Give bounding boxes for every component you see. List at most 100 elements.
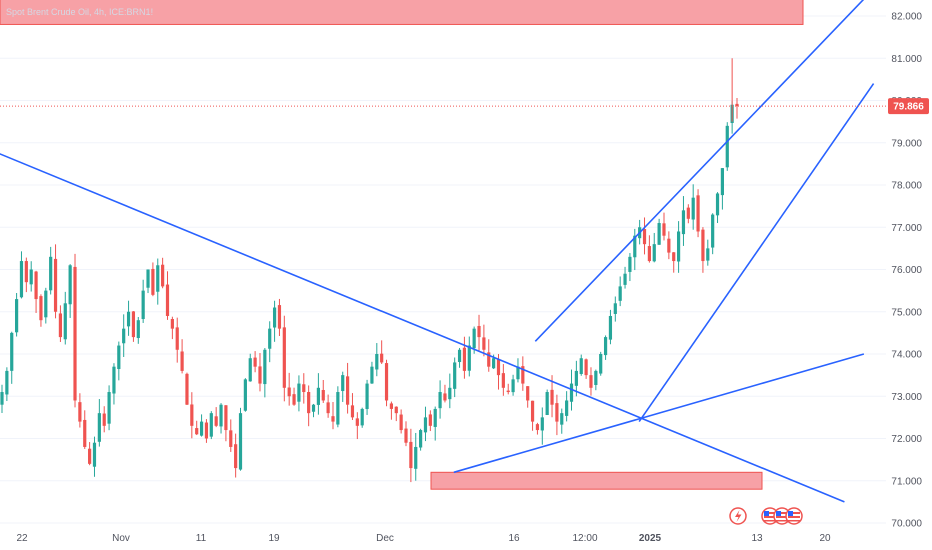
ascending-support-line[interactable] [453, 353, 865, 474]
candle-body [501, 373, 505, 388]
candle [423, 406, 428, 442]
candle [355, 412, 359, 440]
candle-body [652, 244, 656, 262]
candle-body [24, 261, 28, 283]
candle [662, 212, 666, 241]
candle-body [5, 370, 9, 395]
candle [68, 264, 72, 318]
candle [19, 251, 24, 299]
candle-body [88, 448, 92, 464]
candle-body [448, 387, 452, 400]
symbol-title: Spot Brent Crude Oil, 4h, ICE:BRN1! [6, 7, 153, 17]
candle [156, 258, 160, 305]
candle [360, 407, 364, 428]
grid [0, 15, 886, 524]
candle [161, 257, 165, 289]
price-tick-label: 78.000 [891, 181, 922, 192]
resistance-zone[interactable] [0, 0, 804, 25]
candle [302, 373, 306, 404]
candle [706, 239, 710, 266]
candle [0, 384, 4, 413]
candle-body [482, 337, 486, 350]
channel-lower-line[interactable] [638, 83, 875, 423]
price-tick-label: 74.000 [891, 350, 922, 361]
candle-body [594, 370, 598, 385]
candle [725, 122, 729, 171]
candle-body [579, 358, 583, 374]
candle-body [122, 328, 126, 344]
candle-body [487, 352, 491, 367]
candle-body [311, 404, 316, 412]
candle-body [165, 284, 170, 316]
candle [526, 386, 530, 408]
candle [657, 218, 661, 245]
us-flag-event-icon[interactable] [785, 507, 803, 525]
candle-body [394, 406, 398, 414]
last-price-label: 79.866 [893, 102, 924, 113]
candle [409, 428, 413, 483]
price-tick-label: 75.000 [891, 307, 922, 318]
candle-body [706, 248, 710, 261]
candle [511, 374, 515, 396]
candle-body [287, 387, 291, 397]
candle [686, 204, 690, 224]
candle [555, 394, 559, 436]
event-markers[interactable] [729, 507, 803, 525]
candle-body [83, 419, 87, 447]
candle-body [326, 402, 330, 414]
candle-body [380, 353, 384, 363]
candle [277, 298, 282, 337]
candle [565, 391, 569, 422]
candle [15, 292, 19, 337]
candle-body [686, 207, 690, 219]
candle-body [204, 422, 209, 439]
candle [545, 389, 549, 416]
candle-body [715, 193, 720, 216]
candle [268, 321, 272, 363]
candle [78, 393, 82, 428]
candle [336, 386, 340, 428]
candle [389, 401, 394, 420]
descending-resistance-line[interactable] [0, 139, 845, 503]
candle [608, 309, 613, 345]
candle-body [175, 327, 179, 350]
time-tick-label: Dec [376, 533, 394, 544]
candle-body [195, 428, 199, 435]
candle [253, 351, 257, 373]
candle-body [336, 392, 340, 425]
candle-body [219, 404, 223, 427]
candle [175, 317, 179, 363]
price-tick-label: 76.000 [891, 265, 922, 276]
channel-upper-line[interactable] [534, 0, 865, 342]
candle-body [399, 414, 403, 431]
price-tick-label: 77.000 [891, 223, 922, 234]
candle-body [97, 413, 101, 442]
trendlines [0, 0, 875, 503]
candle-body [662, 223, 666, 236]
price-tick-label: 71.000 [891, 476, 922, 487]
candle-body [190, 404, 194, 426]
us-flag-event-icon[interactable] [773, 507, 791, 525]
time-tick-label: 16 [508, 533, 520, 544]
candle-body [560, 413, 564, 425]
candle [263, 347, 267, 398]
price-axis[interactable]: 82.00081.00080.00079.00078.00077.00076.0… [891, 12, 922, 530]
dividend-event-icon[interactable] [729, 507, 747, 525]
candle-body [63, 303, 67, 340]
candle [341, 371, 345, 402]
candle-body [608, 315, 613, 340]
candle-body [44, 290, 48, 318]
last-price-tag: 79.866 [888, 98, 929, 115]
candle-body [492, 358, 496, 369]
time-axis[interactable]: 22 Nov 11 19 Dec 16 12:00 2025 13 20 [16, 533, 831, 544]
candle [29, 261, 33, 292]
candle-body [102, 413, 106, 426]
candle [618, 276, 622, 307]
candle [243, 378, 247, 412]
candle-body [535, 424, 540, 431]
candle-body [248, 358, 252, 382]
support-zone[interactable] [430, 471, 763, 490]
candle [229, 419, 233, 452]
candle-body [574, 370, 578, 386]
